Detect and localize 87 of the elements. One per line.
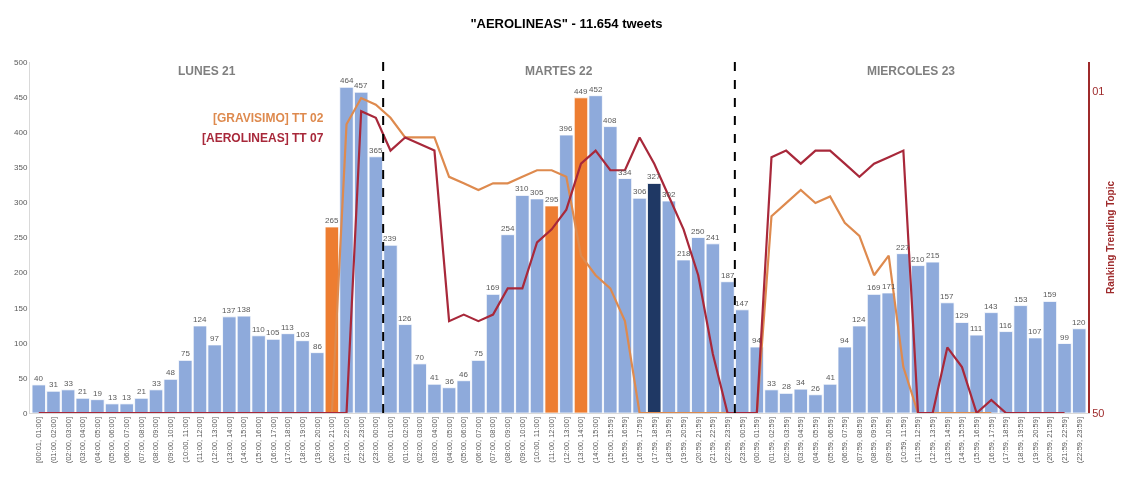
data-label: 46 — [459, 370, 469, 379]
data-label: 107 — [1028, 327, 1042, 336]
data-label: 124 — [852, 315, 866, 324]
data-label: 265 — [325, 216, 339, 225]
data-label: 239 — [383, 234, 397, 243]
data-label: 75 — [474, 349, 484, 358]
data-label: 215 — [926, 251, 940, 260]
y-tick-label: 200 — [14, 268, 28, 278]
data-label: 365 — [369, 146, 383, 155]
data-label: 99 — [1060, 333, 1070, 342]
data-label: 113 — [281, 323, 295, 332]
chart-title: "AEROLINEAS" - 11.654 tweets — [470, 16, 663, 32]
y-tick-label: 300 — [14, 198, 28, 208]
y2-tick-label: 01 — [1092, 85, 1105, 98]
y2-axis-title: Ranking Trending Topic — [1105, 180, 1117, 295]
data-label: 48 — [166, 368, 176, 377]
y2-tick-label: 50 — [1092, 406, 1105, 419]
data-label: 187 — [721, 271, 735, 280]
data-label: 31 — [49, 380, 59, 389]
data-label: 26 — [811, 384, 821, 393]
data-label: 327 — [647, 172, 661, 181]
y-tick-label: 0 — [22, 408, 28, 418]
data-label: 306 — [633, 187, 647, 196]
data-label: 97 — [210, 334, 220, 343]
data-label: 13 — [122, 393, 132, 402]
data-label: 124 — [193, 315, 207, 324]
y-tick-label: 50 — [18, 373, 28, 383]
series-label: [GRAVISIMO] TT 02 — [213, 111, 324, 125]
data-label: 28 — [782, 382, 792, 391]
data-label: 396 — [559, 124, 573, 133]
data-label: 310 — [515, 184, 529, 193]
data-label: 137 — [222, 306, 236, 315]
data-label: 120 — [1072, 318, 1086, 327]
y-tick-label: 400 — [14, 128, 28, 137]
data-label: 13 — [108, 393, 118, 402]
data-label: 41 — [430, 373, 440, 382]
annotation: LUNES 21 — [178, 64, 236, 78]
data-label: 21 — [78, 387, 88, 396]
data-label: 33 — [152, 379, 162, 388]
data-label: 116 — [999, 321, 1013, 330]
data-label: 254 — [501, 224, 515, 233]
data-label: 169 — [486, 283, 500, 292]
data-label: 210 — [911, 255, 925, 264]
data-label: 33 — [767, 379, 777, 388]
data-label: 103 — [296, 330, 310, 339]
data-label: 40 — [34, 374, 44, 383]
data-label: 449 — [574, 87, 588, 96]
y-tick-label: 450 — [14, 92, 28, 102]
data-label: 75 — [181, 349, 191, 358]
y-tick-label: 150 — [14, 303, 28, 313]
data-label: 110 — [252, 325, 266, 334]
data-label: 41 — [826, 373, 836, 382]
y-tick-label: 250 — [14, 233, 28, 243]
data-label: 147 — [735, 299, 749, 308]
text: [AEROLINEAS] TT 07 — [202, 131, 324, 145]
data-label: 33 — [64, 379, 74, 388]
y-tick-label: 500 — [14, 57, 28, 67]
data-label: 218 — [677, 249, 691, 258]
y-tick-label: 100 — [14, 338, 28, 348]
data-label: 138 — [237, 305, 251, 314]
data-label: 169 — [867, 283, 881, 292]
data-label: 305 — [530, 188, 544, 197]
data-label: 105 — [266, 328, 280, 337]
data-label: 70 — [415, 353, 425, 362]
annotation: MARTES 22 — [525, 64, 593, 78]
data-label: 36 — [445, 377, 455, 386]
data-label: 21 — [137, 387, 147, 396]
data-label: 457 — [354, 81, 368, 90]
data-label: 129 — [955, 311, 969, 320]
data-label: 159 — [1043, 290, 1057, 299]
data-label: 153 — [1014, 295, 1028, 304]
data-label: 34 — [796, 378, 806, 387]
data-label: 126 — [398, 314, 412, 323]
data-label: 241 — [706, 233, 720, 242]
data-label: 157 — [940, 292, 954, 301]
data-label: 408 — [603, 116, 617, 125]
data-label: 94 — [840, 336, 850, 345]
y-tick-label: 350 — [14, 163, 28, 173]
data-label: 111 — [970, 324, 983, 333]
annotation: MIERCOLES 23 — [867, 64, 956, 78]
data-label: 464 — [340, 76, 354, 85]
data-label: 86 — [313, 342, 323, 351]
data-label: 452 — [589, 85, 603, 94]
data-label: 250 — [691, 227, 705, 236]
data-label: 295 — [545, 195, 559, 204]
data-label: 19 — [93, 389, 103, 398]
data-label: 143 — [984, 302, 998, 311]
